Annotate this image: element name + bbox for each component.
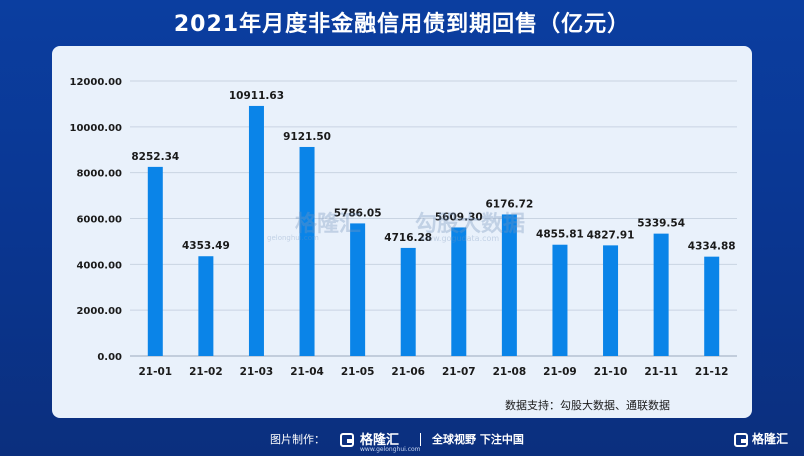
- chart-title: 2021年月度非金融信用债到期回售（亿元）: [173, 12, 631, 37]
- x-tick-label: 21-10: [594, 366, 628, 378]
- x-axis-ticks: 21-01 21-02 21-03 21-04 21-05 21-06 21-07 21-08…: [138, 366, 728, 378]
- data-label: 5339.54: [637, 218, 685, 230]
- footer-brand: 格隆汇: [360, 433, 400, 448]
- x-tick-label: 21-09: [543, 366, 577, 378]
- data-label: 4855.81: [536, 229, 584, 241]
- data-label: 4827.91: [587, 229, 635, 241]
- bar: [704, 256, 720, 356]
- data-label: 4334.88: [688, 241, 736, 253]
- y-tick-label: 10000.00: [69, 123, 122, 134]
- bar: [451, 227, 467, 356]
- y-tick-label: 0.00: [97, 352, 122, 363]
- bar: [350, 223, 366, 356]
- data-label: 5786.05: [334, 207, 382, 219]
- y-tick-label: 4000.00: [76, 260, 122, 271]
- gridlines: [130, 80, 737, 357]
- data-label: 5609.30: [435, 211, 483, 223]
- data-label: 8252.34: [131, 151, 179, 163]
- x-tick-label: 21-12: [695, 366, 729, 378]
- data-label: 10911.63: [229, 90, 284, 102]
- bar: [248, 105, 264, 357]
- x-tick-label: 21-02: [189, 366, 223, 378]
- footer-slogan: 全球视野 下注中国: [432, 433, 524, 446]
- bar: [603, 245, 619, 356]
- x-tick-label: 21-03: [240, 366, 274, 378]
- data-label: 4353.49: [182, 240, 230, 252]
- x-tick-label: 21-04: [290, 366, 324, 378]
- bar: [299, 146, 315, 356]
- data-label: 6176.72: [485, 198, 533, 210]
- bar: [198, 256, 214, 356]
- corner-logo-icon: [734, 433, 748, 447]
- data-label: 9121.50: [283, 131, 331, 143]
- y-axis-ticks: 0.00 2000.00 4000.00 6000.00 8000.00 10000.00…: [69, 77, 122, 363]
- y-tick-label: 2000.00: [76, 306, 122, 317]
- footer-bar: 图片制作： 格隆汇 www.gelonghui.com 全球视野 下注中国 格隆…: [0, 425, 804, 456]
- bar: [653, 233, 669, 356]
- brand-logo-icon: [340, 433, 354, 447]
- corner-brand: 格隆汇: [752, 432, 789, 446]
- x-tick-label: 21-07: [442, 366, 476, 378]
- x-tick-label: 21-11: [644, 366, 678, 378]
- data-source-note: 数据支持：勾股大数据、通联数据: [505, 399, 670, 412]
- bar: [552, 244, 568, 356]
- y-tick-label: 6000.00: [76, 215, 122, 226]
- x-tick-label: 21-08: [493, 366, 527, 378]
- x-tick-label: 21-05: [341, 366, 375, 378]
- x-tick-label: 21-06: [391, 366, 425, 378]
- bar: [147, 166, 163, 356]
- y-tick-label: 12000.00: [69, 77, 122, 88]
- bars: [147, 105, 720, 357]
- footer-divider: [420, 433, 421, 446]
- credit-label: 图片制作：: [270, 433, 325, 446]
- bar: [400, 247, 416, 356]
- y-tick-label: 8000.00: [76, 169, 122, 180]
- footer-brand-url: www.gelonghui.com: [360, 446, 421, 453]
- bar: [501, 214, 517, 356]
- x-tick-label: 21-01: [138, 366, 172, 378]
- data-label: 4716.28: [384, 232, 432, 244]
- value-labels: 8252.34 4353.49 10911.63 9121.50 5786.05 4716…: [131, 90, 735, 253]
